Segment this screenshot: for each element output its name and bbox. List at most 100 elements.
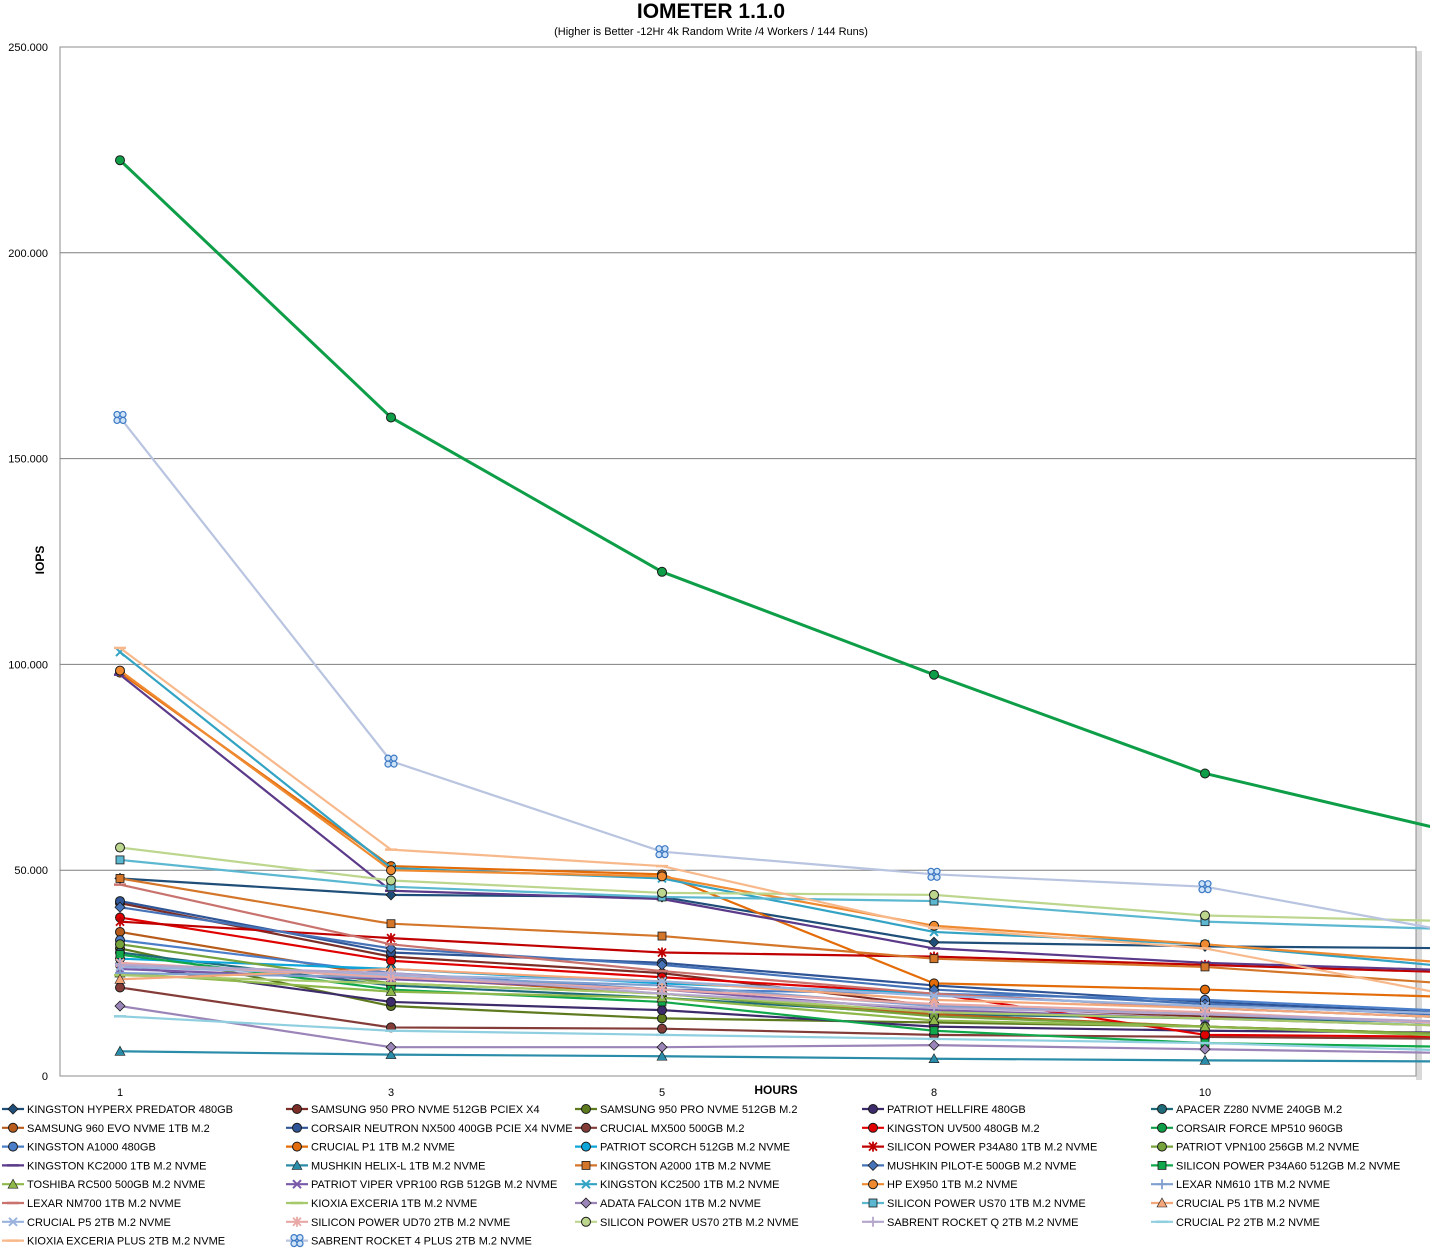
data-point-shape [1200,1009,1210,1020]
legend-swatch-marker-shape [581,1141,591,1152]
data-point-shape [384,760,392,768]
legend-item: KIOXIA EXCERIA PLUS 2TB M.2 NVME [2,1236,225,1248]
data-point [385,942,397,954]
data-point-shape [384,754,392,762]
data-point-shape [115,916,125,927]
legend-item: KINGSTON UV500 480GB M.2 [862,1122,1040,1135]
legend-swatch-marker [1157,1104,1167,1114]
y-tick-label: 50.000 [14,865,48,877]
series-35 [114,646,1430,993]
data-point-shape [114,1045,126,1056]
legend-swatch-marker-shape [1157,1122,1167,1133]
data-point-shape [115,155,125,166]
data-point-shape [928,1053,940,1064]
data-point-shape [933,867,941,875]
data-point [386,875,396,886]
legend-swatch-marker-shape [290,1239,298,1248]
data-point [1199,1054,1211,1065]
data-point [657,887,667,898]
data-point-shape [1204,880,1212,888]
data-point-shape [1200,910,1210,921]
data-point [114,1045,126,1056]
legend-swatch-marker-shape [868,1141,878,1152]
series-line [119,647,1430,993]
legend-label: HP EX950 1TB M.2 NVME [887,1179,1018,1191]
data-point-shape [928,1039,940,1051]
legend-item: LEXAR NM700 1TB M.2 NVME [2,1198,181,1210]
data-point [657,1005,667,1016]
legend-label: SABRENT ROCKET 4 PLUS 2TB M.2 NVME [311,1236,532,1248]
legend-swatch-marker-shape [1156,1197,1168,1208]
legend-swatch-marker-shape [868,1122,878,1133]
data-point [386,968,396,979]
legend-swatch-marker-shape [292,1216,302,1227]
legend-swatch-marker-shape [7,1103,19,1115]
legend-swatch-marker-shape [868,1179,878,1190]
data-point [929,669,939,680]
legend-swatch-marker-shape [867,1159,879,1171]
data-point [929,889,939,900]
legend-label: SILICON POWER US70 2TB M.2 NVME [600,1217,799,1229]
data-point-shape [657,871,667,882]
legend-swatch-marker-shape [1157,1161,1167,1170]
legend-label: SILICON POWER P34A60 512GB M.2 NVME [1176,1160,1400,1172]
series-27 [114,1000,1430,1055]
legend-label: CRUCIAL P2 2TB M.2 NVME [1176,1217,1320,1229]
legend-label: TOSHIBA RC500 500GB M.2 NVME [27,1179,205,1191]
data-point [928,1014,940,1025]
legend-swatch-marker-shape [581,1179,591,1189]
data-point-shape [661,845,669,853]
legend-label: SABRENT ROCKET Q 2TB M.2 NVME [887,1217,1079,1229]
legend-swatch-marker [292,1216,302,1227]
legend-swatch-marker-shape [292,1104,302,1114]
data-point-shape [115,855,125,865]
series-line [119,906,1430,1016]
data-point-shape [657,947,667,958]
y-tick-label: 100.000 [8,659,48,671]
legend-swatch-marker-shape [292,1141,302,1152]
legend-swatch-marker-shape [868,1104,878,1114]
data-point-shape [385,942,397,954]
plot-shadow-right [1416,51,1422,1080]
series-line [119,669,1430,963]
data-point [114,901,126,913]
data-point [927,867,941,881]
legend-label: CRUCIAL P1 1TB M.2 NVME [311,1142,455,1154]
data-point-shape [115,950,125,959]
data-point-shape [113,410,121,419]
x-tick-label: 5 [659,1087,665,1099]
legend-swatch-marker [581,1161,591,1170]
data-point [657,988,667,999]
x-tick-label: 8 [931,1087,937,1099]
legend-swatch-marker [1157,1122,1167,1133]
data-point [385,1048,397,1059]
legend-item: SILICON POWER US70 1TB M.2 NVME [862,1198,1086,1210]
data-point [657,976,667,987]
legend-swatch-marker-shape [7,1178,19,1189]
legend-swatch-marker [8,1141,18,1152]
legend-item: SABRENT ROCKET Q 2TB M.2 NVME [862,1216,1079,1229]
series-line [119,986,1430,1040]
data-point-shape [1200,1029,1210,1040]
series-lines [113,155,1430,1065]
legend-swatch-marker [581,1216,591,1227]
legend-item: PATRIOT VIPER VPR100 RGB 512GB M.2 NVME [286,1179,557,1191]
legend-item: SAMSUNG 950 PRO NVME 512GB PCIEX X4 [286,1104,540,1116]
data-point-shape [656,1050,668,1061]
data-point [115,855,125,865]
data-point [386,919,396,929]
data-point-shape [385,1041,397,1053]
data-point [657,947,667,958]
legend-swatch-marker [868,1122,878,1133]
series-line [119,416,1430,929]
series-32 [115,842,1430,922]
legend-swatch-marker [581,1179,591,1189]
legend-item: SILICON POWER US70 2TB M.2 NVME [575,1216,799,1229]
data-point [929,954,939,964]
series-line [119,671,1430,998]
series-line [119,1015,1430,1052]
legend-swatch-marker [868,1216,878,1227]
data-point [1200,962,1210,972]
legend-swatch-marker [292,1122,302,1133]
data-point-shape [1200,984,1210,995]
